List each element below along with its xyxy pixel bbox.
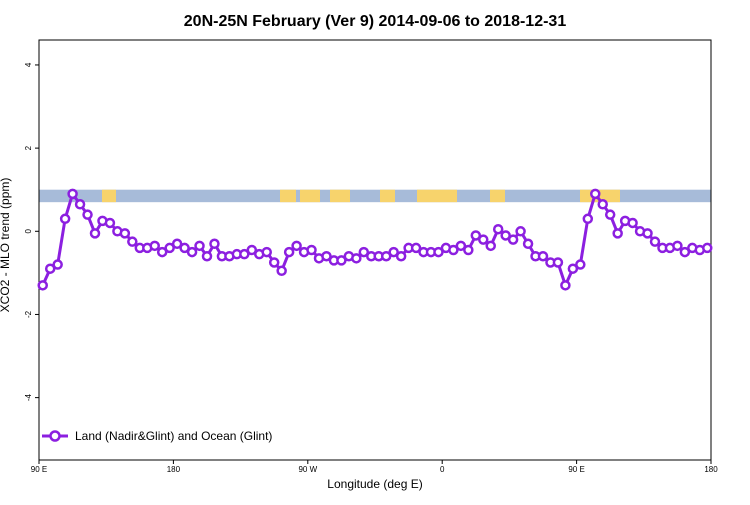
data-point bbox=[679, 246, 691, 258]
land-ocean-band bbox=[39, 189, 711, 203]
land-segment bbox=[417, 189, 457, 203]
data-point bbox=[52, 259, 63, 270]
data-point bbox=[268, 257, 280, 268]
data-point bbox=[336, 255, 347, 266]
y-axis-label: XCO2 - MLO trend (ppm) bbox=[0, 178, 12, 313]
data-point bbox=[455, 240, 467, 252]
data-point bbox=[209, 238, 220, 250]
data-point bbox=[156, 246, 168, 258]
data-point bbox=[74, 199, 86, 210]
data-point bbox=[575, 259, 586, 270]
x-axis-label: Longitude (deg E) bbox=[327, 477, 422, 491]
data-point bbox=[321, 250, 332, 262]
legend-marker-swatch bbox=[49, 430, 61, 442]
data-point bbox=[448, 244, 459, 256]
data-point bbox=[283, 246, 295, 258]
y-tick-label: 2 bbox=[24, 145, 33, 150]
land-segment bbox=[300, 189, 320, 203]
data-point bbox=[276, 265, 287, 277]
axes-ticks: 4 2 0 -2 -4 90 E 180 90 W 0 90 E 180 bbox=[24, 62, 718, 474]
data-point bbox=[201, 250, 213, 262]
x-tick-label: 180 bbox=[704, 465, 718, 474]
data-point bbox=[410, 242, 422, 254]
data-point bbox=[642, 228, 653, 239]
data-point bbox=[590, 188, 601, 200]
data-point bbox=[612, 228, 623, 239]
data-point bbox=[582, 213, 594, 225]
ocean-band bbox=[39, 189, 711, 203]
data-point bbox=[507, 234, 519, 245]
data-point bbox=[672, 240, 683, 252]
x-tick-label: 0 bbox=[440, 465, 445, 474]
data-point bbox=[567, 263, 579, 274]
legend-label: Land (Nadir&Glint) and Ocean (Glint) bbox=[75, 429, 272, 443]
data-point bbox=[485, 240, 496, 252]
data-point bbox=[246, 244, 258, 256]
data-point bbox=[478, 234, 489, 245]
land-segment bbox=[380, 189, 395, 203]
y-tick-label: -4 bbox=[24, 394, 33, 402]
land-segment bbox=[102, 189, 116, 203]
data-point bbox=[37, 280, 48, 291]
data-point bbox=[59, 213, 71, 225]
data-point bbox=[702, 242, 713, 254]
data-point bbox=[395, 250, 407, 262]
data-point bbox=[500, 230, 511, 241]
y-tick-label: 4 bbox=[24, 62, 33, 67]
data-point bbox=[149, 240, 160, 252]
data-point bbox=[306, 244, 317, 256]
data-point bbox=[194, 240, 205, 252]
data-point bbox=[82, 209, 93, 220]
data-point bbox=[522, 238, 534, 250]
data-point bbox=[604, 209, 616, 220]
data-point bbox=[171, 238, 183, 250]
legend: Land (Nadir&Glint) and Ocean (Glint) bbox=[42, 429, 272, 443]
data-point bbox=[515, 226, 526, 237]
data-point bbox=[597, 199, 608, 210]
series-layer bbox=[37, 188, 713, 291]
data-point bbox=[433, 246, 444, 258]
data-point bbox=[67, 188, 78, 200]
y-tick-label: 0 bbox=[24, 229, 33, 234]
land-segment bbox=[330, 189, 350, 203]
data-point bbox=[119, 228, 131, 239]
data-point bbox=[104, 217, 116, 229]
x-tick-label: 90 E bbox=[31, 465, 47, 474]
data-point bbox=[261, 246, 272, 258]
data-point bbox=[239, 248, 250, 260]
data-point bbox=[552, 257, 564, 268]
data-point bbox=[164, 242, 175, 254]
data-point bbox=[44, 263, 56, 274]
data-point bbox=[358, 246, 370, 258]
data-point bbox=[463, 244, 474, 256]
x-tick-label: 180 bbox=[167, 465, 181, 474]
data-point bbox=[627, 217, 638, 229]
data-point bbox=[351, 253, 362, 264]
series-line bbox=[41, 192, 708, 287]
data-point bbox=[560, 280, 571, 291]
x-tick-label: 90 W bbox=[298, 465, 317, 474]
data-point bbox=[537, 250, 549, 262]
land-segment bbox=[280, 189, 296, 203]
data-point bbox=[291, 240, 302, 252]
data-point bbox=[649, 236, 661, 247]
data-point bbox=[492, 223, 504, 235]
data-point bbox=[388, 246, 399, 258]
chart-title: 20N-25N February (Ver 9) 2014-09-06 to 2… bbox=[184, 13, 567, 30]
data-point bbox=[127, 236, 138, 247]
data-point bbox=[380, 250, 392, 262]
x-tick-label: 90 E bbox=[568, 465, 584, 474]
data-point bbox=[89, 228, 101, 239]
data-point bbox=[186, 246, 198, 258]
land-segment bbox=[490, 189, 505, 203]
data-point bbox=[470, 230, 482, 241]
y-tick-label: -2 bbox=[24, 310, 33, 318]
data-point bbox=[179, 242, 190, 254]
